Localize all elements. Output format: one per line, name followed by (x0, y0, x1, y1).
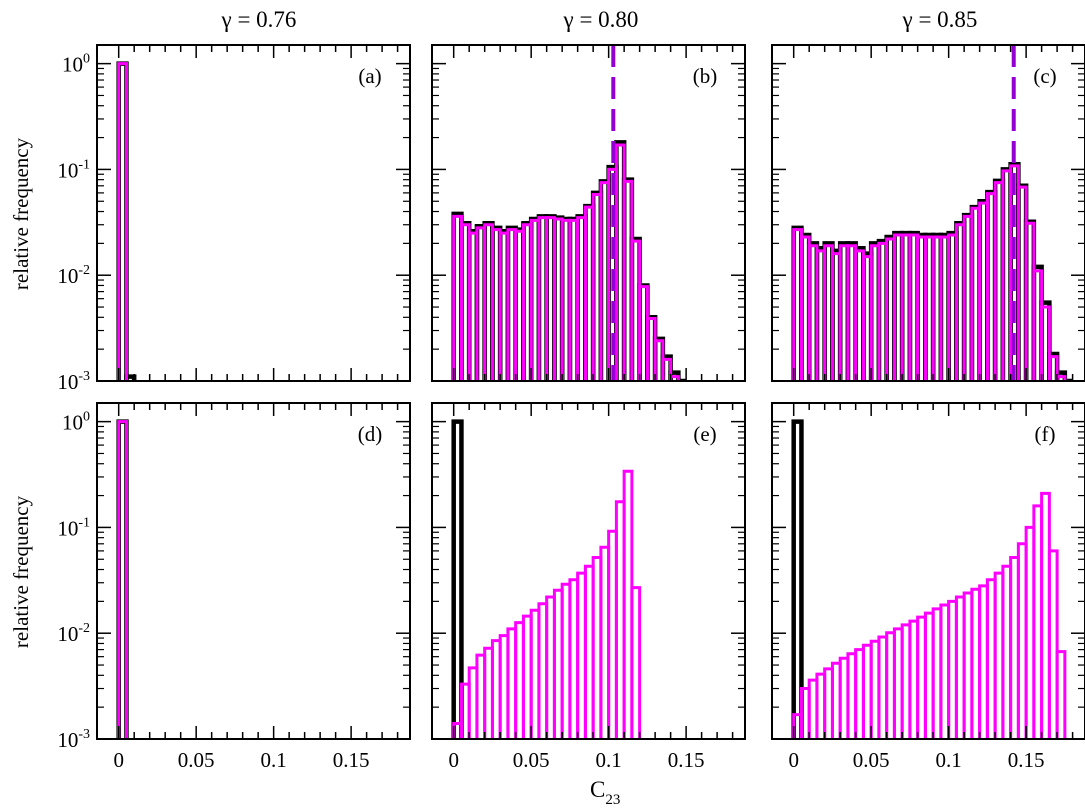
y-tick-base: 10 (62, 53, 83, 77)
histogram-bar-magenta (1047, 549, 1059, 739)
x-tick-label: 0.15 (1008, 748, 1045, 772)
series-magenta (452, 143, 680, 381)
panel-c: (c) (771, 44, 1085, 382)
histogram-bar-magenta (117, 62, 128, 381)
y-tick-label: 10-1 (57, 515, 90, 540)
column-title-gamma-080: γ = 0.80 (563, 7, 639, 32)
panel-frame (771, 44, 1085, 382)
panel-b: (b) (431, 44, 746, 382)
x-axis-label: C23 (590, 777, 620, 808)
x-tick-label: 0.1 (261, 748, 287, 772)
y-tick-base: 10 (57, 158, 78, 182)
x-tick-label: 0.1 (936, 748, 962, 772)
y-tick-label: 10-1 (57, 157, 90, 182)
y-tick-label: 10-3 (57, 727, 90, 752)
y-axis-label-top: relative frequency (9, 137, 33, 290)
panel-e: 0 0.05 0.1 0.15 (e) (431, 402, 746, 772)
x-tick-label: 0.15 (333, 748, 370, 772)
histogram-bar-magenta (630, 586, 642, 739)
y-tick-label: 10-2 (57, 621, 90, 646)
x-tick-label: 0.05 (513, 748, 550, 772)
y-tick-base: 10 (57, 370, 78, 394)
series-magenta (792, 164, 1067, 381)
series-magenta (452, 469, 642, 739)
panel-plot-area (451, 419, 642, 739)
histogram-bar-black (451, 419, 464, 739)
panel-frame (771, 402, 1085, 740)
y-tick-label: 10-3 (57, 369, 90, 394)
x-axis-label-main: C (590, 777, 605, 802)
y-tick-label: 10-2 (57, 263, 90, 288)
x-tick-label: 0 (788, 748, 799, 772)
x-tick-label: 0 (113, 748, 124, 772)
x-tick-label: 0.15 (668, 748, 705, 772)
y-tick-exponent: -3 (78, 727, 90, 742)
x-tick-label: 0.05 (178, 748, 215, 772)
panel-label: (e) (693, 422, 716, 446)
y-tick-base: 10 (57, 728, 78, 752)
histogram-bar-magenta (117, 420, 128, 739)
y-tick-exponent: 0 (83, 52, 90, 67)
histogram-bar-magenta (661, 357, 673, 381)
panel-label: (d) (358, 422, 383, 446)
panel-label: (f) (1035, 422, 1056, 446)
panel-frame (96, 44, 411, 382)
x-tick-label: 0.05 (853, 748, 890, 772)
panel-label: (a) (358, 64, 381, 88)
panel-plot-area (116, 61, 137, 381)
panel-plot-area (116, 419, 129, 739)
histogram-bar-magenta (1055, 650, 1067, 739)
y-tick-exponent: -1 (78, 515, 90, 530)
y-tick-base: 10 (57, 516, 78, 540)
column-titles: γ = 0.76 γ = 0.80 γ = 0.85 (221, 7, 978, 32)
panel-frame (431, 402, 746, 740)
y-tick-exponent: -2 (78, 621, 90, 636)
y-tick-base: 10 (57, 264, 78, 288)
histogram-bar-magenta (1047, 355, 1059, 381)
y-tick-base: 10 (62, 411, 83, 435)
panel-label: (b) (693, 64, 718, 88)
x-tick-label: 0.1 (596, 748, 622, 772)
panel-frame (431, 44, 746, 382)
x-axis-label-subscript: 23 (605, 792, 620, 808)
y-tick-exponent: -1 (78, 157, 90, 172)
y-tick-label: 100 (62, 52, 90, 77)
y-tick-exponent: 0 (83, 410, 90, 425)
series-magenta (117, 62, 128, 381)
x-tick-label: 0 (448, 748, 459, 772)
histogram-bar-magenta (1040, 305, 1051, 381)
column-title-gamma-085: γ = 0.85 (902, 7, 978, 32)
panel-label: (c) (1033, 64, 1056, 88)
panel-plot-area (791, 45, 1073, 381)
panel-plot-area (791, 419, 1067, 739)
panel-plot-area (451, 45, 687, 381)
panel-f: 0 0.05 0.1 0.15 (f) (771, 402, 1085, 772)
column-title-gamma-076: γ = 0.76 (221, 7, 297, 32)
panel-frame (96, 402, 411, 740)
series-black (451, 419, 464, 739)
y-tick-exponent: -3 (78, 369, 90, 384)
series-magenta (792, 491, 1067, 739)
y-tick-exponent: -2 (78, 263, 90, 278)
y-tick-base: 10 (57, 622, 78, 646)
series-magenta (117, 420, 128, 739)
y-axis-label-bottom: relative frequency (9, 495, 33, 648)
series-black (791, 419, 804, 739)
histogram-bar-black (791, 419, 804, 739)
y-tick-label: 100 (62, 410, 90, 435)
